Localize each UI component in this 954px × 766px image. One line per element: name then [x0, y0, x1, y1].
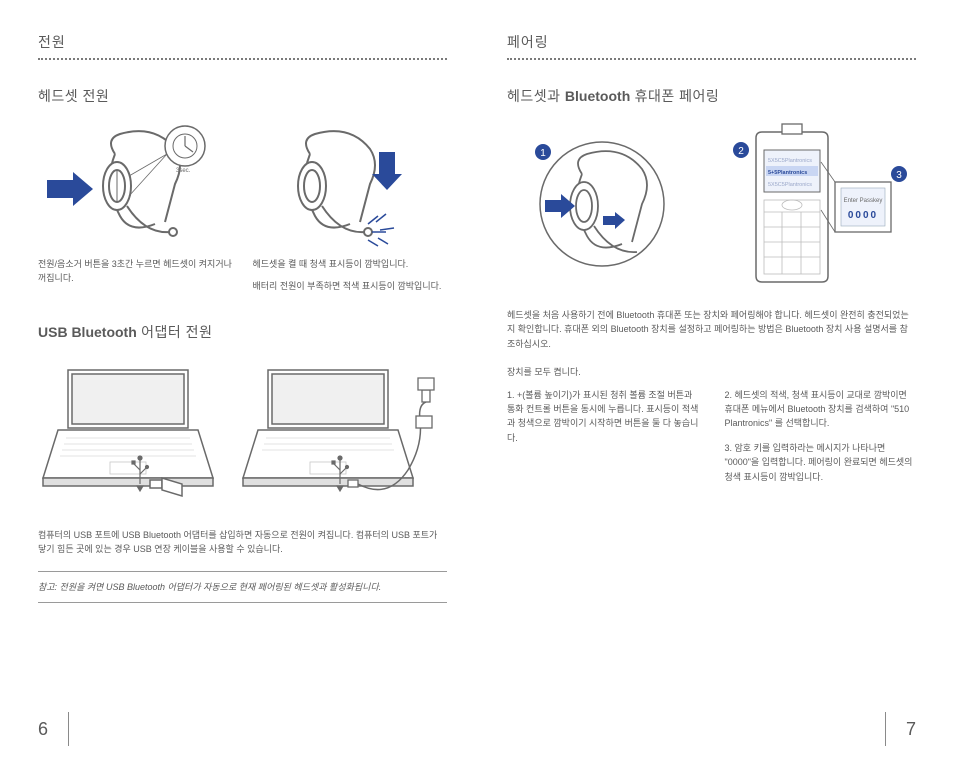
step-2-text: 2. 헤드셋의 적색, 청색 표시등이 교대로 깜박이면 휴대폰 메뉴에서 Bl…	[725, 388, 917, 431]
step-badge-1: 1	[540, 148, 546, 159]
usb-adapter-label-rest: 어댑터 전원	[137, 324, 213, 340]
headset-illustration-row: 3sec.	[38, 124, 447, 244]
step-badge-2: 2	[738, 146, 744, 157]
laptop-direct-illustration	[38, 360, 228, 510]
caption-indicator-blue: 헤드셋을 켤 때 청색 표시등이 깜박입니다.	[253, 258, 448, 272]
caption-indicator-red: 배터리 전원이 부족하면 적색 표시등이 깜박입니다.	[253, 280, 448, 294]
page-num-divider-left	[68, 712, 69, 746]
note-divider-bottom	[38, 602, 447, 603]
steps-left-col: 1. +(볼륨 높이기)가 표시된 청취 볼륨 조절 버튼과 통화 컨트롤 버튼…	[507, 388, 699, 494]
page-num-divider-right	[885, 712, 886, 746]
step-1-text: 1. +(볼륨 높이기)가 표시된 청취 볼륨 조절 버튼과 통화 컨트롤 버튼…	[507, 388, 699, 446]
step-3-text: 3. 암호 키를 입력하라는 메시지가 나타나면 "0000"을 입력합니다. …	[725, 441, 917, 484]
pair-label-a: 헤드셋과	[507, 88, 565, 104]
usb-note: 참고: 전원을 켜면 USB Bluetooth 어댑터가 자동으로 현재 페어…	[38, 580, 447, 594]
page-6: 전원 헤드셋 전원	[0, 0, 477, 766]
laptop-cable-illustration	[248, 360, 448, 510]
pairing-steps: 1. +(볼륨 높이기)가 표시된 청취 볼륨 조절 버튼과 통화 컨트롤 버튼…	[507, 388, 916, 494]
pairing-illustration: 1 5X5C5Plantronics 5+5Plantronics 5X5C5P…	[507, 124, 916, 294]
svg-text:5X5C5Plantronics: 5X5C5Plantronics	[768, 158, 812, 164]
divider	[38, 58, 447, 60]
page-spread: 전원 헤드셋 전원	[0, 0, 954, 766]
section-title-pairing: 페어링	[507, 32, 916, 52]
caption-power-button: 전원/음소거 버튼을 3초간 누르면 헤드셋이 켜지거나 꺼집니다.	[38, 258, 233, 294]
headset-on-illustration: 3sec.	[38, 124, 233, 244]
subheader-usb-adapter: USB Bluetooth 어댑터 전원	[38, 322, 447, 342]
headset-indicator-illustration	[253, 124, 448, 244]
section-title-power: 전원	[38, 32, 447, 52]
pair-label-b: 휴대폰 페어링	[630, 88, 719, 104]
svg-text:5X5C5Plantronics: 5X5C5Plantronics	[768, 182, 812, 188]
pairing-intro: 헤드셋을 처음 사용하기 전에 Bluetooth 휴대폰 또는 장치와 페어링…	[507, 308, 916, 351]
headset-captions: 전원/음소거 버튼을 3초간 누르면 헤드셋이 켜지거나 꺼집니다. 헤드셋을 …	[38, 258, 447, 294]
svg-text:Enter Passkey: Enter Passkey	[844, 198, 883, 204]
svg-text:5+5Plantronics: 5+5Plantronics	[768, 170, 807, 176]
usb-description: 컴퓨터의 USB 포트에 USB Bluetooth 어댑터를 삽입하면 자동으…	[38, 528, 447, 557]
subheader-headset-power: 헤드셋 전원	[38, 86, 447, 106]
turn-on-devices: 장치를 모두 켭니다.	[507, 365, 916, 379]
step-badge-3: 3	[896, 170, 902, 181]
laptop-illustration-row	[38, 360, 447, 510]
usb-bluetooth-label: USB Bluetooth	[38, 324, 137, 340]
svg-text:0000: 0000	[848, 210, 878, 221]
note-divider-top	[38, 571, 447, 572]
page-7: 페어링 헤드셋과 Bluetooth 휴대폰 페어링	[477, 0, 954, 766]
subheader-pairing: 헤드셋과 Bluetooth 휴대폰 페어링	[507, 86, 916, 106]
steps-right-col: 2. 헤드셋의 적색, 청색 표시등이 교대로 깜박이면 휴대폰 메뉴에서 Bl…	[725, 388, 917, 494]
caption-indicator: 헤드셋을 켤 때 청색 표시등이 깜박입니다. 배터리 전원이 부족하면 적색 …	[253, 258, 448, 294]
bluetooth-bold: Bluetooth	[565, 88, 630, 104]
page-number-6: 6	[38, 719, 48, 740]
svg-text:3sec.: 3sec.	[176, 168, 191, 174]
divider	[507, 58, 916, 60]
page-number-7: 7	[906, 719, 916, 740]
